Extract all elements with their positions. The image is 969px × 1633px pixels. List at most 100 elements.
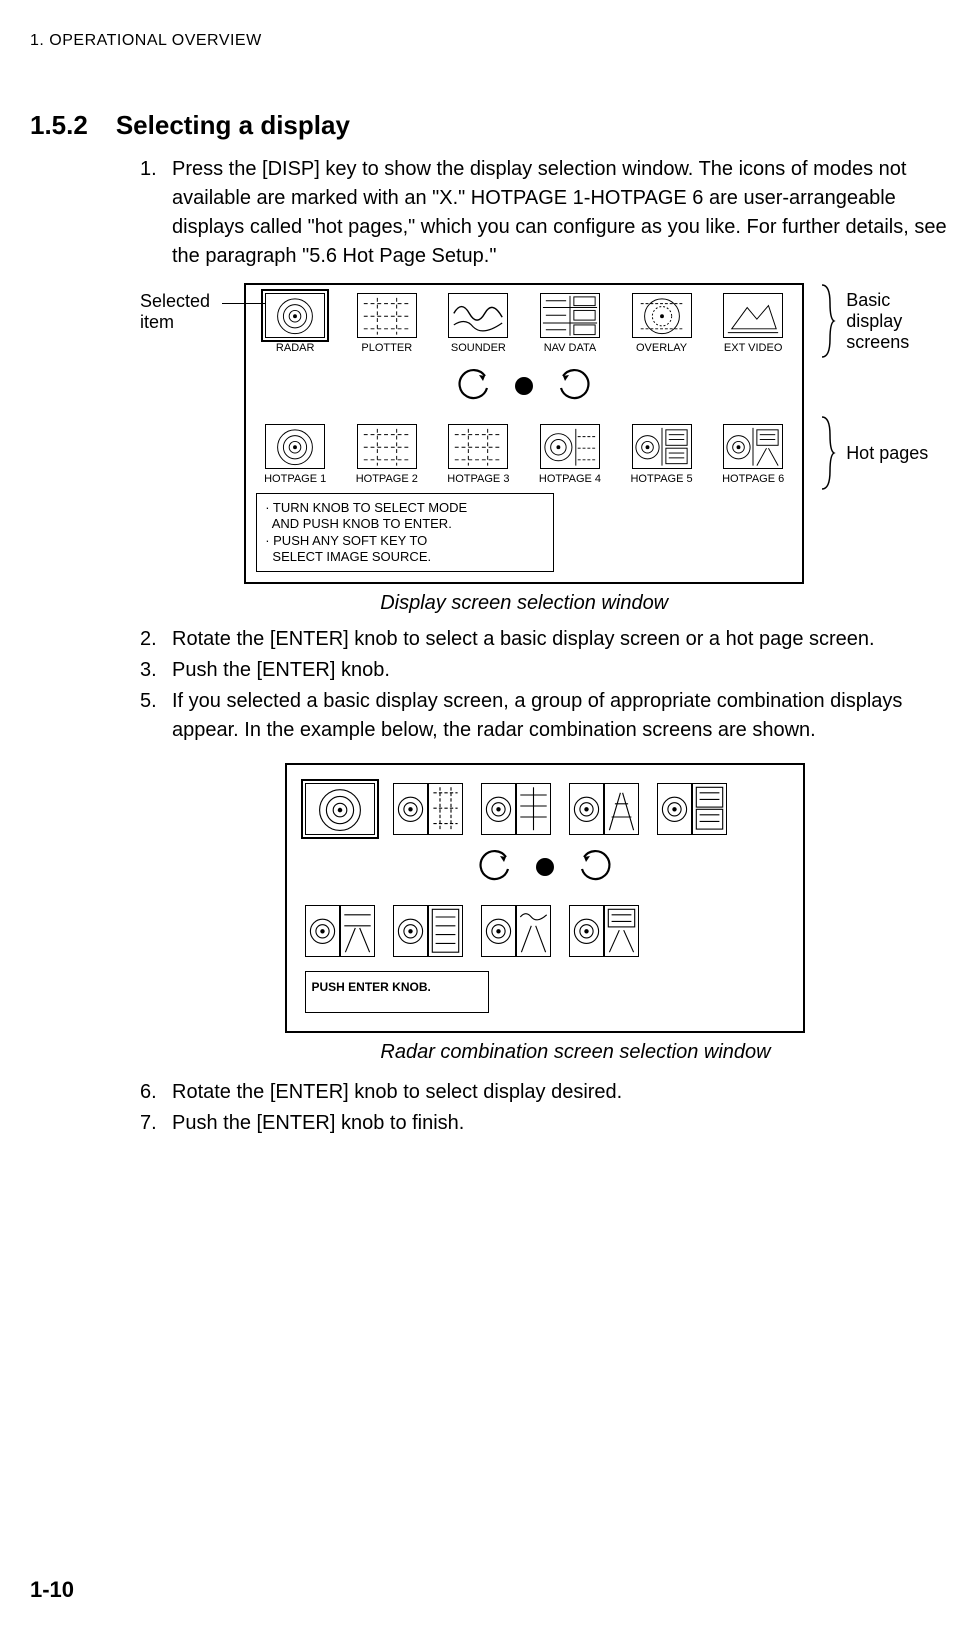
display-mode-cell: RADAR	[254, 293, 336, 354]
instr-line: · PUSH ANY SOFT KEY TO	[265, 533, 545, 549]
chapter-header: 1. OPERATIONAL OVERVIEW	[30, 32, 949, 50]
nav-icon	[429, 906, 462, 956]
target-icon	[482, 784, 515, 834]
instr-line: SELECT IMAGE SOURCE.	[265, 549, 545, 565]
step-number: 1.	[140, 155, 172, 271]
display-mode-icon	[723, 424, 783, 469]
basic-display-label: Basic display screens	[846, 290, 949, 353]
combo-icon	[657, 783, 727, 835]
display-mode-icon	[265, 424, 325, 469]
display-mode-cell: HOTPAGE 3	[437, 424, 519, 485]
display-mode-cell: NAV DATA	[529, 293, 611, 354]
selected-item-label: Selected item	[140, 291, 210, 332]
display-mode-cell: OVERLAY	[621, 293, 703, 354]
rotate-cw-icon	[574, 847, 614, 887]
figure-1-caption: Display screen selection window	[244, 592, 804, 615]
target-icon	[306, 784, 374, 835]
combo-icon	[305, 905, 375, 957]
plotter-icon	[429, 784, 462, 834]
display-mode-cell: HOTPAGE 5	[621, 424, 703, 485]
display-mode-icon	[357, 424, 417, 469]
display-mode-cell: HOTPAGE 1	[254, 424, 336, 485]
display-mode-label: HOTPAGE 1	[264, 473, 326, 485]
step-item: 2.Rotate the [ENTER] knob to select a ba…	[140, 625, 949, 654]
combo-icon	[393, 783, 463, 835]
radar-combo-window: PUSH ENTER KNOB.	[285, 763, 805, 1033]
target-icon	[306, 906, 339, 956]
target-icon	[394, 906, 427, 956]
display-mode-cell: EXT VIDEO	[712, 293, 794, 354]
steps-list-c: 6.Rotate the [ENTER] knob to select disp…	[140, 1078, 949, 1138]
steps-list-a: 1.Press the [DISP] key to show the displ…	[140, 155, 949, 271]
instr-line: AND PUSH KNOB TO ENTER.	[265, 516, 545, 532]
section-title: Selecting a display	[116, 110, 350, 141]
steps-list-b: 2.Rotate the [ENTER] knob to select a ba…	[140, 625, 949, 745]
combo-icon	[569, 783, 639, 835]
display-mode-cell: HOTPAGE 2	[346, 424, 428, 485]
sounder-persp-icon	[517, 906, 550, 956]
step-number: 6.	[140, 1078, 172, 1107]
hot-pages-label: Hot pages	[846, 443, 928, 464]
figure-1: Selected item RADAR PLOTTER SOUNDER NAV DAT…	[140, 283, 949, 615]
step-item: 6.Rotate the [ENTER] knob to select disp…	[140, 1078, 949, 1107]
display-mode-cell: HOTPAGE 4	[529, 424, 611, 485]
step-text: Press the [DISP] key to show the display…	[172, 155, 949, 271]
target-icon	[482, 906, 515, 956]
knob-icon	[515, 377, 533, 395]
knob-icon	[536, 858, 554, 876]
step-number: 5.	[140, 687, 172, 745]
step-item: 7.Push the [ENTER] knob to finish.	[140, 1109, 949, 1138]
step-number: 7.	[140, 1109, 172, 1138]
table-icon	[517, 784, 550, 834]
grid-persp-icon	[341, 906, 374, 956]
display-mode-label: SOUNDER	[451, 342, 506, 354]
nav-persp-icon	[605, 906, 638, 956]
display-mode-cell: SOUNDER	[437, 293, 519, 354]
target-icon	[394, 784, 427, 834]
display-mode-cell: HOTPAGE 6	[712, 424, 794, 485]
display-mode-label: HOTPAGE 6	[722, 473, 784, 485]
rotate-cw-icon	[553, 366, 593, 406]
display-mode-icon	[357, 293, 417, 338]
knob-row	[305, 847, 785, 887]
display-mode-label: HOTPAGE 2	[356, 473, 418, 485]
knob-row	[254, 366, 794, 406]
combo-icon	[569, 905, 639, 957]
rotate-ccw-icon	[476, 847, 516, 887]
step-item: 5.If you selected a basic display screen…	[140, 687, 949, 745]
combo-icon	[393, 905, 463, 957]
display-mode-cell: PLOTTER	[346, 293, 428, 354]
display-mode-icon	[265, 293, 325, 338]
display-mode-icon	[540, 424, 600, 469]
display-mode-label: HOTPAGE 3	[447, 473, 509, 485]
display-mode-icon	[723, 293, 783, 338]
step-number: 3.	[140, 656, 172, 685]
step-text: Push the [ENTER] knob to finish.	[172, 1109, 949, 1138]
section-number: 1.5.2	[30, 110, 88, 141]
target-icon	[570, 906, 603, 956]
display-mode-label: PLOTTER	[361, 342, 412, 354]
nav-icon	[693, 784, 726, 834]
target-icon	[570, 784, 603, 834]
step-item: 1.Press the [DISP] key to show the displ…	[140, 155, 949, 271]
instruction-box: PUSH ENTER KNOB.	[305, 971, 489, 1013]
display-mode-icon	[448, 293, 508, 338]
combo-icon	[481, 783, 551, 835]
step-item: 3.Push the [ENTER] knob.	[140, 656, 949, 685]
perspective-icon	[605, 784, 638, 834]
step-number: 2.	[140, 625, 172, 654]
display-mode-label: RADAR	[276, 342, 315, 354]
display-mode-label: HOTPAGE 4	[539, 473, 601, 485]
figure-2-caption: Radar combination screen selection windo…	[202, 1041, 949, 1064]
combo-icon	[305, 783, 375, 835]
step-text: Push the [ENTER] knob.	[172, 656, 949, 685]
step-text: If you selected a basic display screen, …	[172, 687, 949, 745]
combo-icon	[481, 905, 551, 957]
rotate-ccw-icon	[455, 366, 495, 406]
display-mode-icon	[632, 293, 692, 338]
display-mode-label: OVERLAY	[636, 342, 687, 354]
brace-icon	[820, 415, 836, 491]
instr-line: · TURN KNOB TO SELECT MODE	[265, 500, 545, 516]
page-number: 1-10	[30, 1577, 74, 1603]
display-mode-icon	[632, 424, 692, 469]
